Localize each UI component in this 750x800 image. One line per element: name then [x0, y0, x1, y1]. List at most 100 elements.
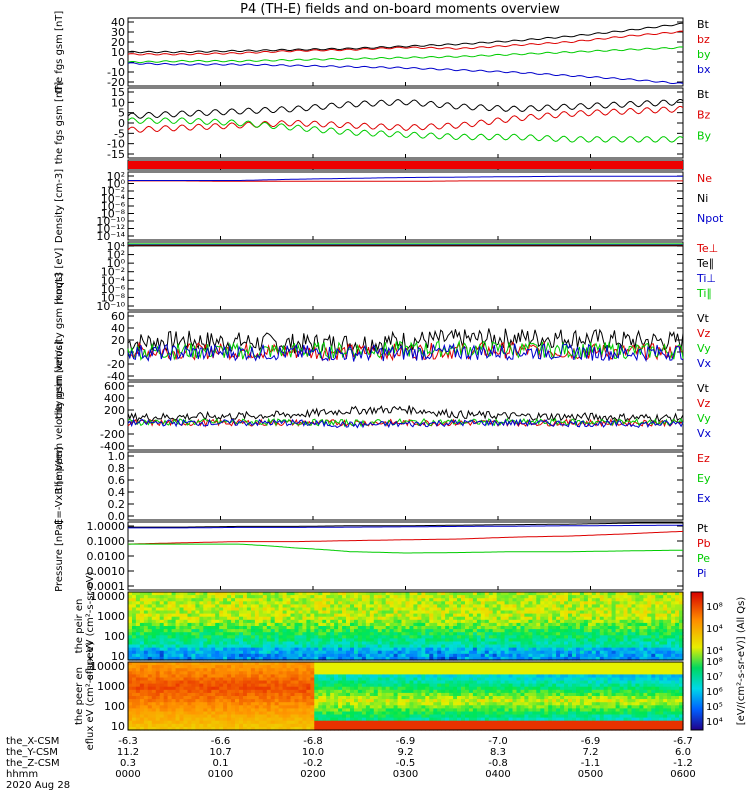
heat-cell	[326, 632, 331, 636]
y-tick-label: 0.4	[108, 486, 126, 499]
heat-cell	[429, 601, 434, 605]
heat-cell	[532, 629, 537, 633]
heat-cell	[243, 650, 248, 655]
heat-cell	[211, 616, 216, 621]
heat-cell	[167, 641, 173, 646]
heat-cell	[516, 632, 522, 636]
heat-cell	[306, 635, 311, 639]
heat-cell	[568, 601, 573, 605]
heat-cell	[595, 598, 601, 602]
heat-cell	[576, 595, 581, 599]
heat-cell	[159, 595, 165, 599]
heat-cell	[413, 616, 418, 621]
heat-cell	[619, 613, 625, 618]
heat-cell	[298, 656, 304, 661]
heat-cell	[468, 607, 474, 612]
heat-cell	[381, 662, 387, 666]
heat-cell	[361, 656, 367, 661]
heat-cell	[223, 705, 228, 709]
heat-cell	[647, 592, 652, 596]
heat-cell	[421, 616, 426, 621]
heat-cell	[211, 653, 216, 658]
heat-cell	[465, 635, 470, 639]
heat-cell	[231, 619, 236, 624]
heat-cell	[377, 598, 383, 602]
heat-cell	[583, 653, 589, 658]
heat-cell	[401, 702, 407, 706]
heat-cell	[239, 692, 244, 697]
heat-cell	[211, 665, 216, 669]
heat-cell	[163, 601, 169, 605]
heat-cell	[258, 674, 264, 679]
heat-cell	[595, 610, 601, 615]
heat-cell	[433, 644, 438, 649]
heat-cell	[155, 610, 161, 615]
heat-cell	[235, 668, 240, 672]
heat-cell	[183, 662, 189, 666]
heat-cell	[461, 622, 466, 627]
heat-cell	[484, 610, 490, 615]
heat-cell	[187, 674, 193, 679]
heat-cell	[655, 622, 660, 627]
heat-cell	[151, 638, 157, 643]
heat-cell	[373, 619, 379, 624]
heat-cell	[659, 656, 664, 661]
heat-cell	[223, 607, 228, 612]
panel-3	[127, 159, 684, 171]
heat-cell	[278, 696, 284, 700]
heat-cell	[350, 638, 355, 643]
heat-cell	[361, 680, 367, 685]
heat-cell	[465, 644, 470, 649]
heat-cell	[572, 622, 577, 627]
heat-cell	[651, 619, 656, 624]
heat-cell	[587, 613, 593, 618]
heat-cell	[346, 641, 351, 646]
heat-cell	[199, 653, 204, 658]
heat-cell	[151, 592, 157, 596]
heat-cell	[492, 607, 498, 612]
heat-cell	[401, 668, 407, 672]
heat-cell	[187, 692, 193, 697]
heat-cell	[516, 616, 522, 621]
heat-cell	[294, 677, 300, 682]
heat-cell	[147, 699, 153, 703]
heat-cell	[520, 604, 526, 609]
heat-cell	[357, 680, 363, 685]
heat-cell	[330, 686, 335, 691]
heat-cell	[342, 638, 347, 643]
heat-cell	[179, 619, 185, 624]
heat-cell	[492, 638, 498, 643]
heat-cell	[421, 626, 426, 630]
heat-cell	[572, 595, 577, 599]
heat-cell	[195, 629, 200, 633]
heat-cell	[143, 650, 149, 655]
heat-cell	[619, 601, 625, 605]
heat-cell	[599, 604, 605, 609]
heat-cell	[667, 604, 672, 609]
heat-cell	[258, 668, 264, 672]
heat-cell	[508, 626, 514, 630]
heat-cell	[338, 616, 343, 621]
heat-cell	[199, 647, 204, 652]
heat-cell	[258, 689, 264, 694]
heat-cell	[274, 650, 280, 655]
heat-cell	[639, 598, 644, 602]
heat-cell	[290, 683, 296, 688]
heat-cell	[215, 635, 220, 639]
heat-cell	[159, 717, 165, 722]
heat-cell	[385, 674, 391, 679]
heat-cell	[314, 635, 319, 639]
heat-cell	[357, 629, 363, 633]
heat-cell	[250, 635, 256, 639]
heat-cell	[671, 601, 676, 605]
heat-cell	[389, 702, 395, 706]
heat-cell	[306, 622, 311, 627]
heat-cell	[239, 650, 244, 655]
heat-cell	[587, 598, 593, 602]
heat-cell	[635, 626, 640, 630]
heat-cell	[171, 680, 177, 685]
heat-cell	[231, 592, 236, 596]
heat-cell	[246, 626, 252, 630]
heat-cell	[215, 641, 220, 646]
heat-cell	[445, 592, 450, 596]
